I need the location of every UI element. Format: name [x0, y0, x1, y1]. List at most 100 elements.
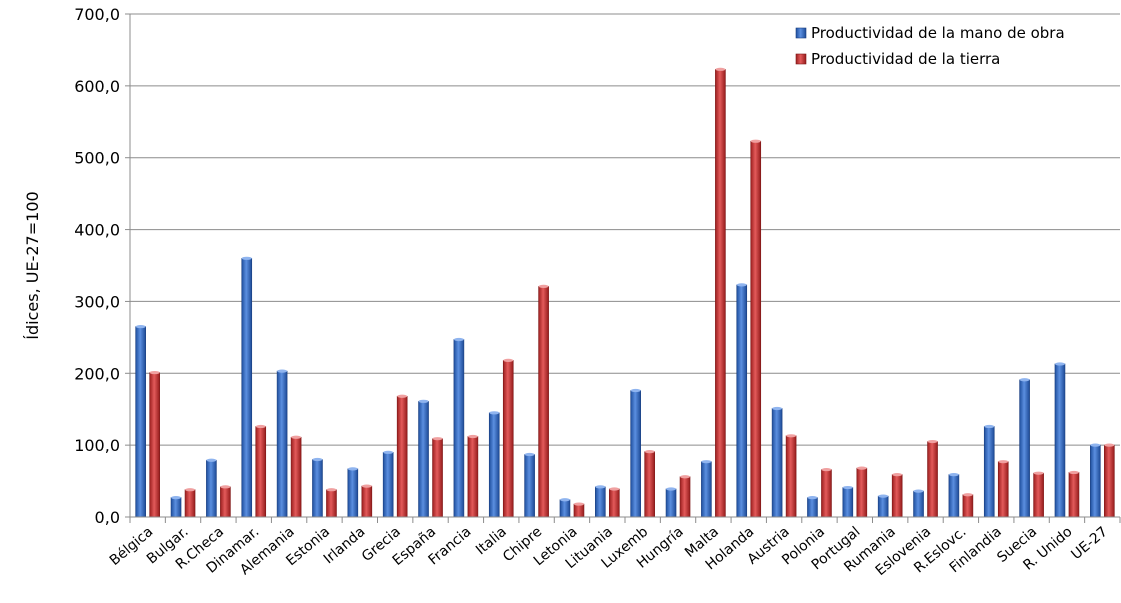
bar-mano-de-obra [418, 401, 429, 518]
bar-mano-de-obra [807, 497, 818, 518]
bar-cap-tierra [538, 284, 549, 288]
bar-cap-tierra [962, 493, 973, 497]
y-tick-label: 700,0 [74, 5, 120, 24]
bar-mano-de-obra [170, 497, 182, 518]
bar-tierra [785, 435, 797, 518]
bar-tierra [290, 436, 302, 518]
bar-tierra [502, 360, 514, 518]
bar-mano-de-obra [877, 495, 889, 518]
bar-mano-de-obra [595, 486, 606, 518]
bar-cap-mano-de-obra [736, 283, 747, 287]
bar-mano-de-obra [312, 459, 323, 518]
legend-label-mano-de-obra: Productividad de la mano de obra [811, 24, 1065, 42]
bar-cap-mano-de-obra [595, 485, 606, 489]
bar-cap-tierra [998, 460, 1009, 464]
bar-cap-mano-de-obra [1019, 378, 1030, 382]
bar-cap-tierra [149, 370, 160, 375]
bar-cap-mano-de-obra [1054, 362, 1065, 366]
bar-cap-mano-de-obra [913, 489, 924, 493]
bar-cap-mano-de-obra [171, 495, 182, 500]
bar-mano-de-obra [842, 487, 854, 518]
bar-tierra [609, 488, 620, 518]
bar-mano-de-obra [1054, 363, 1066, 518]
bar-mano-de-obra [665, 488, 677, 518]
bar-mano-de-obra [524, 454, 535, 518]
bar-tierra [927, 441, 938, 518]
y-axis-label: Ídices, UE-27=100 [23, 191, 42, 339]
bar-tierra [750, 140, 762, 518]
bar-cap-tierra [291, 435, 302, 439]
bar-mano-de-obra [771, 408, 783, 518]
bar-mano-de-obra [382, 452, 394, 518]
legend: Productividad de la mano de obra Producti… [795, 24, 1065, 68]
bar-cap-mano-de-obra [241, 256, 252, 260]
bar-cap-tierra [185, 488, 196, 492]
bar-cap-tierra [609, 487, 620, 491]
legend-label-tierra: Productividad de la tierra [811, 50, 1000, 68]
bar-mano-de-obra [276, 370, 288, 518]
bar-tierra [856, 467, 868, 518]
bar-tierra [149, 372, 160, 518]
bar-mano-de-obra [1090, 444, 1101, 518]
bar-cap-tierra [1104, 443, 1115, 447]
bar-cap-mano-de-obra [842, 485, 853, 490]
bar-cap-tierra [503, 358, 514, 362]
bar-tierra [361, 485, 373, 518]
bar-cap-tierra [467, 434, 478, 439]
bar-cap-tierra [1068, 470, 1079, 475]
bar-cap-mano-de-obra [807, 495, 818, 500]
bar-mano-de-obra [347, 468, 359, 518]
bar-mano-de-obra [241, 258, 253, 518]
bar-tierra [467, 436, 479, 518]
bar-mano-de-obra [736, 284, 748, 518]
bar-cap-tierra [432, 437, 443, 441]
bar-cap-tierra [927, 439, 938, 444]
bar-tierra [644, 451, 655, 518]
bar-cap-mano-de-obra [878, 494, 889, 498]
bar-tierra [1104, 444, 1115, 518]
bar-mano-de-obra [948, 474, 960, 518]
bar-cap-tierra [892, 473, 903, 477]
legend-swatch-tierra [795, 53, 807, 65]
bar-mano-de-obra [559, 499, 571, 518]
bar-tierra [573, 503, 585, 518]
bar-cap-tierra [255, 424, 266, 429]
bar-cap-mano-de-obra [347, 467, 358, 471]
bar-cap-mano-de-obra [1090, 443, 1101, 447]
bar-cap-mano-de-obra [559, 498, 570, 502]
bar-tierra [326, 489, 337, 518]
y-tick-label: 200,0 [74, 364, 120, 383]
bar-cap-mano-de-obra [489, 411, 500, 415]
y-tick-label: 0,0 [95, 508, 120, 527]
bar-tierra [891, 474, 903, 518]
bar-cap-mano-de-obra [772, 406, 783, 411]
bar-tierra [1033, 472, 1044, 518]
bar-tierra [715, 69, 726, 518]
bar-cap-mano-de-obra [453, 337, 464, 342]
bar-mano-de-obra [701, 461, 712, 518]
bar-tierra [997, 461, 1009, 518]
bar-cap-mano-de-obra [701, 460, 712, 464]
y-tick-label: 500,0 [74, 149, 120, 168]
bar-mano-de-obra [206, 459, 217, 518]
bar-tierra [255, 426, 267, 518]
bars [135, 67, 1115, 518]
bar-mano-de-obra [453, 339, 465, 518]
y-tick-label: 100,0 [74, 436, 120, 455]
bar-cap-mano-de-obra [135, 324, 146, 329]
bar-cap-tierra [397, 394, 408, 398]
bar-cap-mano-de-obra [206, 458, 217, 462]
bar-tierra [1068, 472, 1080, 518]
y-tick-label: 400,0 [74, 221, 120, 240]
bar-cap-mano-de-obra [948, 473, 959, 477]
bar-tierra [432, 438, 443, 518]
bar-cap-tierra [786, 434, 797, 438]
bar-cap-mano-de-obra [524, 452, 535, 457]
bar-cap-tierra [644, 450, 655, 454]
bar-cap-mano-de-obra [277, 369, 288, 373]
bar-cap-tierra [680, 475, 691, 479]
bar-tierra [538, 286, 549, 518]
bar-cap-tierra [715, 67, 726, 71]
